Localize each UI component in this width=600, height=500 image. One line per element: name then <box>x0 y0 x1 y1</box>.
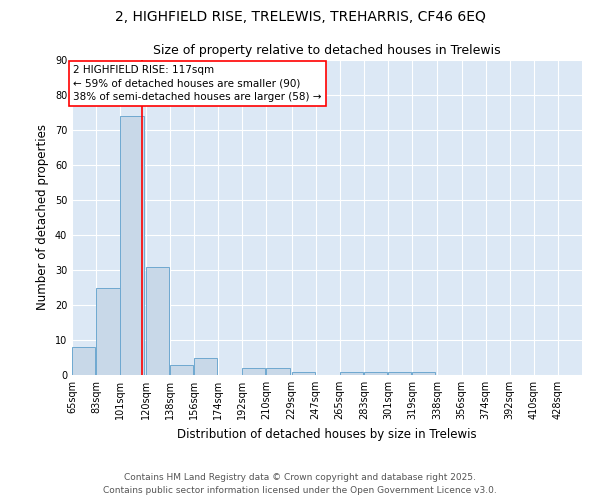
Bar <box>266 368 290 375</box>
Y-axis label: Number of detached properties: Number of detached properties <box>36 124 49 310</box>
Text: 2, HIGHFIELD RISE, TRELEWIS, TREHARRIS, CF46 6EQ: 2, HIGHFIELD RISE, TRELEWIS, TREHARRIS, … <box>115 10 485 24</box>
X-axis label: Distribution of detached houses by size in Trelewis: Distribution of detached houses by size … <box>177 428 477 440</box>
Bar <box>340 372 363 375</box>
Title: Size of property relative to detached houses in Trelewis: Size of property relative to detached ho… <box>153 44 501 58</box>
Bar <box>96 288 119 375</box>
Text: 2 HIGHFIELD RISE: 117sqm
← 59% of detached houses are smaller (90)
38% of semi-d: 2 HIGHFIELD RISE: 117sqm ← 59% of detach… <box>73 65 322 102</box>
Text: Contains HM Land Registry data © Crown copyright and database right 2025.
Contai: Contains HM Land Registry data © Crown c… <box>103 474 497 495</box>
Bar <box>292 372 315 375</box>
Bar <box>170 364 193 375</box>
Bar <box>146 266 169 375</box>
Bar <box>242 368 265 375</box>
Bar <box>412 372 436 375</box>
Bar <box>120 116 143 375</box>
Bar <box>364 372 387 375</box>
Bar <box>388 372 412 375</box>
Bar <box>194 358 217 375</box>
Bar <box>72 347 95 375</box>
